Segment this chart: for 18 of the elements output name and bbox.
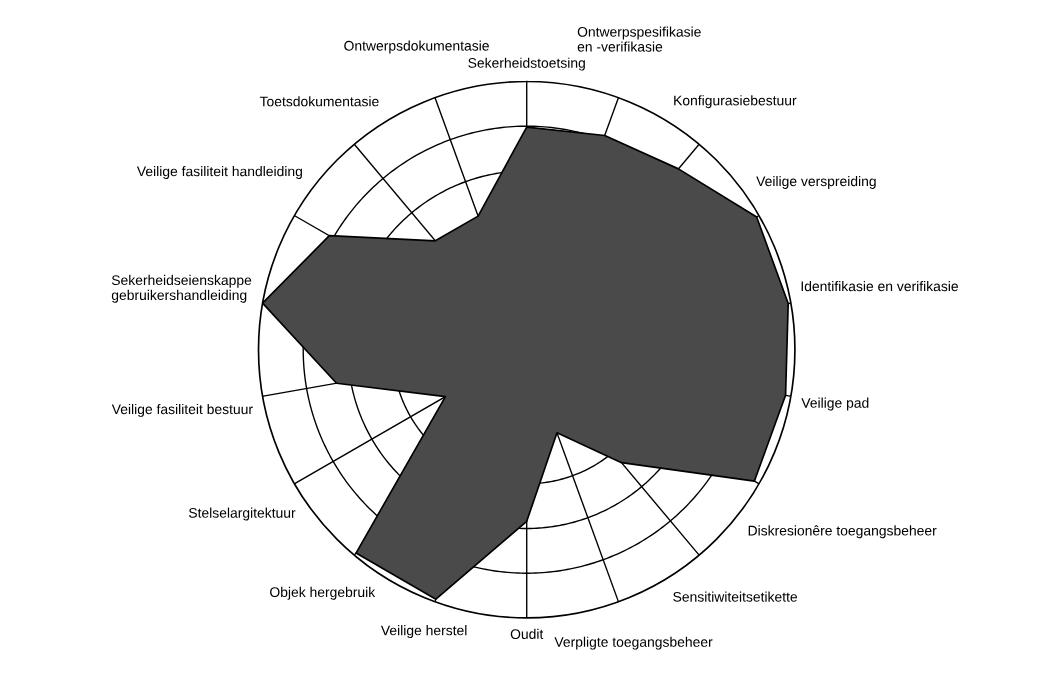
spoke-label: Sekerheidseienskappe gebruikershandleiding bbox=[111, 274, 252, 303]
spoke-label: Objek hergebruik bbox=[270, 586, 376, 600]
spoke-label: Veilige fasiliteit handleiding bbox=[136, 166, 302, 179]
spoke-label: Stelselargitektuur bbox=[188, 507, 296, 521]
spoke-label: Toetsdokumentasie bbox=[259, 96, 379, 107]
spoke-label: Oudit bbox=[510, 628, 544, 639]
spoke-label: Veilige herstel bbox=[380, 625, 467, 639]
spoke-label: Verpligte toegangsbeheer bbox=[554, 636, 713, 650]
spoke-label: Konfigurasiebestuur bbox=[674, 95, 797, 109]
spoke-label: Ontwerpsdokumentasie bbox=[344, 40, 489, 54]
spoke-label: Veilige pad bbox=[801, 397, 869, 411]
spoke-label: Veilige fasiliteit bestuur bbox=[111, 403, 253, 417]
spoke-label: Identifikasie en verifikasie bbox=[801, 281, 958, 292]
spoke-label: Ontwerpspesifikasie en -verifikasie bbox=[577, 26, 701, 52]
spoke-label: Sekerheidstoetsing bbox=[468, 57, 585, 71]
spoke-label: Veilige verspreiding bbox=[756, 175, 876, 189]
spoke-label: Sensitiwiteitsetikette bbox=[673, 591, 798, 602]
spoke-label: Diskresionêre toegangsbeheer bbox=[748, 525, 937, 539]
